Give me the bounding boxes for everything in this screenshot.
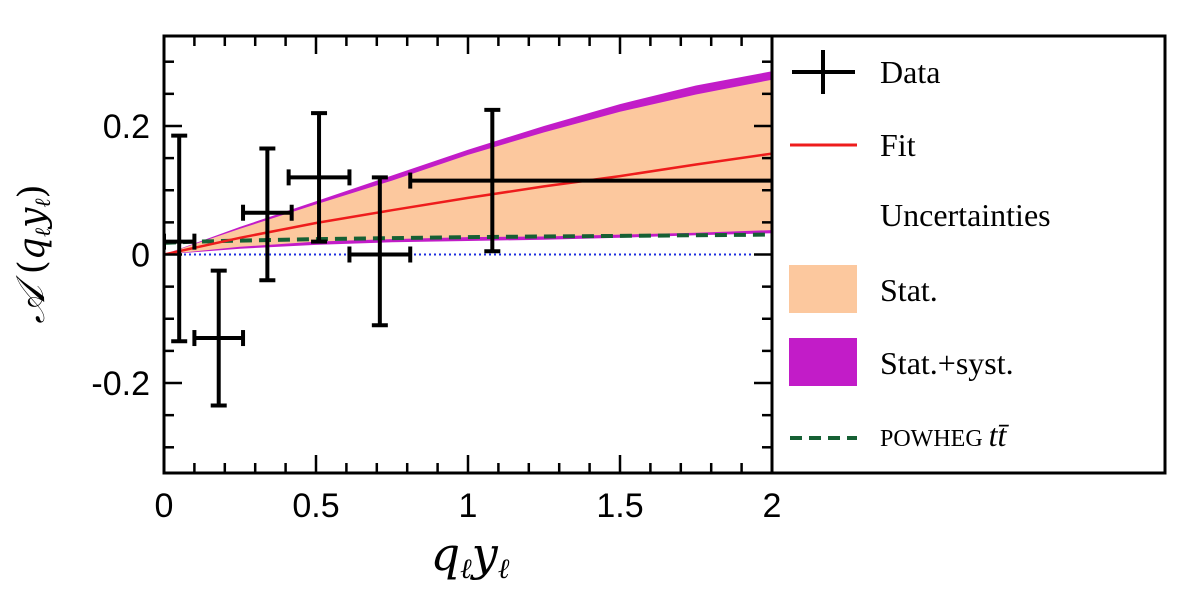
- data-point: [347, 175, 413, 328]
- axes: 0 0.5 1 1.5 2 -0.2 0 0.2: [91, 34, 782, 525]
- legend-box: [770, 34, 1167, 475]
- y-tick-label: -0.2: [91, 365, 150, 403]
- legend-uncertainties-label: Uncertainties: [880, 197, 1051, 233]
- y-axis-title-sub1: ℓ: [31, 227, 56, 237]
- legend-powheg-label: POWHEG tt̄: [880, 417, 1009, 453]
- plot-content: [164, 71, 772, 408]
- band-stat: [164, 79, 772, 255]
- x-axis-title-y: y: [470, 527, 499, 581]
- legend-stat-label: Stat.: [880, 272, 938, 308]
- legend-syst-swatch: [789, 338, 857, 386]
- data-point: [241, 146, 294, 283]
- legend-entry-fit: Fit: [790, 127, 916, 163]
- legend-fit-label: Fit: [880, 127, 916, 163]
- y-axis-title-q: q: [12, 237, 53, 260]
- legend-stat-swatch: [789, 265, 857, 313]
- data-point: [286, 111, 352, 244]
- x-axis-title-sub2: ℓ: [498, 552, 510, 585]
- legend-entry-powheg: POWHEG tt̄: [790, 417, 1009, 453]
- y-axis-title-paren: (: [12, 260, 53, 286]
- data-point: [164, 133, 197, 344]
- legend-entry-stat: Stat.: [789, 265, 938, 313]
- legend: Data Fit Uncertainties Stat. Stat.+syst.…: [770, 34, 1167, 475]
- x-tick-label: 1: [459, 487, 478, 525]
- x-tick-label: 0.5: [292, 487, 339, 525]
- y-tick-label: 0: [131, 237, 150, 275]
- data-point: [408, 107, 772, 254]
- y-axis-title-sub2: ℓ: [31, 198, 56, 208]
- legend-data-label: Data: [880, 54, 940, 90]
- plot-area: [164, 71, 772, 408]
- x-tick-label: 1.5: [596, 487, 643, 525]
- fit-line: [164, 152, 772, 256]
- y-tick-label: 0.2: [103, 108, 150, 146]
- x-tick-label: 2: [763, 487, 782, 525]
- x-axis-title-q: q: [431, 527, 460, 581]
- legend-entry-data: Data: [792, 50, 940, 94]
- x-axis-title-sub1: ℓ: [460, 552, 472, 585]
- y-axis-title-close: ): [12, 184, 53, 198]
- legend-powheg-prefix: POWHEG: [880, 426, 983, 452]
- data-point: [192, 268, 246, 408]
- y-axis-title-y: y: [12, 207, 53, 230]
- legend-powheg-suffix: tt̄: [989, 417, 1009, 453]
- legend-entry-syst: Stat.+syst.: [789, 338, 1014, 386]
- y-axis-title: 𝒜 (qℓyℓ): [8, 184, 56, 323]
- legend-entry-uncertainties: Uncertainties: [880, 197, 1051, 233]
- x-tick-label: 0: [155, 487, 174, 525]
- x-axis-title: qℓyℓ: [431, 527, 510, 585]
- legend-syst-label: Stat.+syst.: [880, 345, 1014, 381]
